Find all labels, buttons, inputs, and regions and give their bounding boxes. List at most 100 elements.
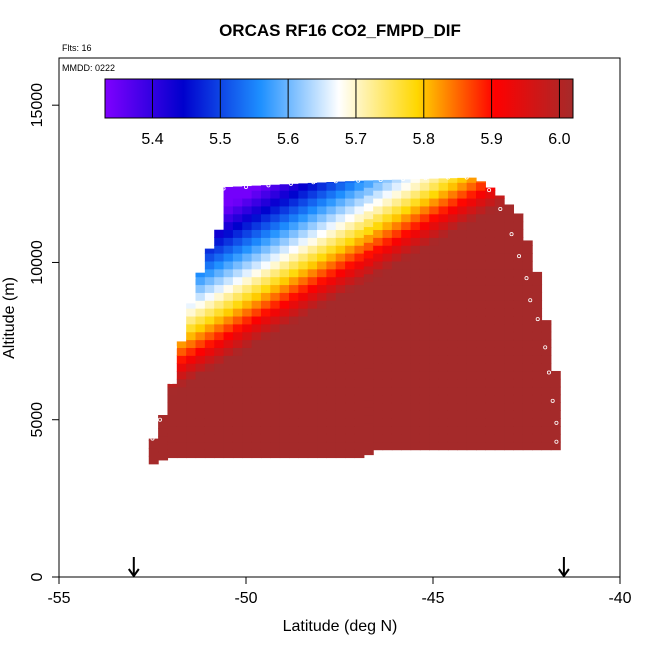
heatmap-cell (195, 363, 206, 372)
heatmap-cell (373, 197, 384, 207)
heatmap-cell (251, 323, 262, 333)
heatmap-cell (242, 253, 253, 262)
heatmap-cell (373, 331, 384, 341)
heatmap-cell (401, 426, 412, 435)
heatmap-cell (214, 449, 225, 459)
heatmap-cell (279, 245, 290, 254)
heatmap-cell (251, 347, 262, 356)
heatmap-cell (279, 184, 290, 191)
heatmap-cell (541, 320, 552, 325)
heatmap-cell (438, 245, 449, 254)
heatmap-cell (447, 347, 458, 356)
heatmap-cell (401, 237, 412, 246)
heatmap-cell (541, 331, 552, 341)
heatmap-cell (242, 394, 253, 404)
heatmap-cell (532, 363, 543, 372)
heatmap-cell (504, 331, 515, 341)
heatmap-cell (345, 308, 356, 317)
heatmap-cell (354, 339, 365, 348)
heatmap-cell (242, 245, 253, 254)
y-axis-title: Altitude (m) (1, 277, 18, 359)
heatmap-cell (223, 355, 234, 364)
heatmap-cell (438, 182, 449, 191)
heatmap-cell (410, 190, 421, 199)
heatmap-cell (438, 213, 449, 223)
heatmap-cell (345, 363, 356, 372)
heatmap-cell (176, 433, 187, 443)
heatmap-cell (522, 339, 533, 348)
heatmap-cell (457, 370, 468, 380)
heatmap-cell (251, 260, 262, 270)
heatmap-cell (326, 229, 337, 238)
heatmap-cell (354, 418, 365, 427)
heatmap-cell (279, 355, 290, 364)
heatmap-cell (289, 402, 299, 411)
heatmap-cell (522, 240, 533, 246)
heatmap-cell (317, 433, 328, 443)
heatmap-cell (513, 418, 524, 427)
heatmap-cell (419, 253, 430, 262)
heatmap-cell (223, 441, 234, 451)
heatmap-cell (214, 426, 225, 435)
heatmap-cell (307, 300, 318, 309)
heatmap-cell (326, 402, 337, 411)
heatmap-cell (476, 268, 486, 278)
heatmap-cell (195, 426, 206, 435)
heatmap-cell (363, 391, 374, 401)
heatmap-cell (504, 237, 515, 246)
heatmap-cell (429, 276, 440, 286)
heatmap-cell (494, 237, 505, 246)
heatmap-cell (317, 449, 328, 459)
heatmap-cell (307, 229, 318, 238)
heatmap-cell (382, 394, 393, 404)
heatmap-cell (410, 418, 421, 427)
heatmap-cell (260, 185, 271, 191)
heatmap-cell (279, 370, 290, 380)
heatmap-cell (260, 300, 271, 309)
heatmap-cell (345, 276, 356, 286)
heatmap-cell (354, 197, 365, 207)
heatmap-cell (419, 426, 430, 435)
heatmap-cell (504, 245, 515, 254)
heatmap-cell (176, 347, 187, 356)
heatmap-cell (298, 237, 309, 246)
heatmap-cell (401, 315, 412, 325)
heatmap-cell (298, 213, 309, 223)
heatmap-cell (270, 323, 281, 333)
heatmap-cell (354, 363, 365, 372)
heatmap-cell (457, 410, 468, 419)
heatmap-cell (504, 339, 515, 348)
heatmap-cell (494, 441, 505, 451)
heatmap-cell (326, 394, 337, 404)
flight-track-marker (199, 254, 204, 259)
heatmap-cell (307, 323, 318, 333)
heatmap-cell (232, 323, 243, 333)
heatmap-cell (373, 386, 384, 396)
heatmap-cell (410, 253, 421, 262)
heatmap-cell (401, 221, 412, 231)
heatmap-cell (289, 268, 299, 278)
heatmap-cell (382, 331, 393, 341)
heatmap-cell (410, 370, 421, 380)
heatmap-cell (307, 370, 318, 380)
heatmap-cell (522, 441, 533, 451)
heatmap-cell (466, 402, 477, 411)
heatmap-cell (232, 355, 243, 364)
heatmap-cell (382, 418, 393, 427)
heatmap-cell (494, 347, 505, 356)
heatmap-cell (476, 323, 486, 333)
heatmap-cell (382, 378, 393, 388)
heatmap-cell (494, 245, 505, 254)
heatmap-cell (513, 268, 524, 278)
heatmap-cell (242, 268, 253, 278)
heatmap-cell (513, 260, 524, 270)
heatmap-cell (466, 323, 477, 333)
heatmap-cell (317, 292, 328, 301)
heatmap-cell (335, 190, 346, 199)
heatmap-cell (410, 182, 421, 191)
heatmap-cell (214, 292, 225, 301)
heatmap-cell (382, 386, 393, 396)
heatmap-cell (363, 423, 374, 432)
heatmap-cell (373, 418, 384, 427)
heatmap-cell (345, 190, 356, 199)
